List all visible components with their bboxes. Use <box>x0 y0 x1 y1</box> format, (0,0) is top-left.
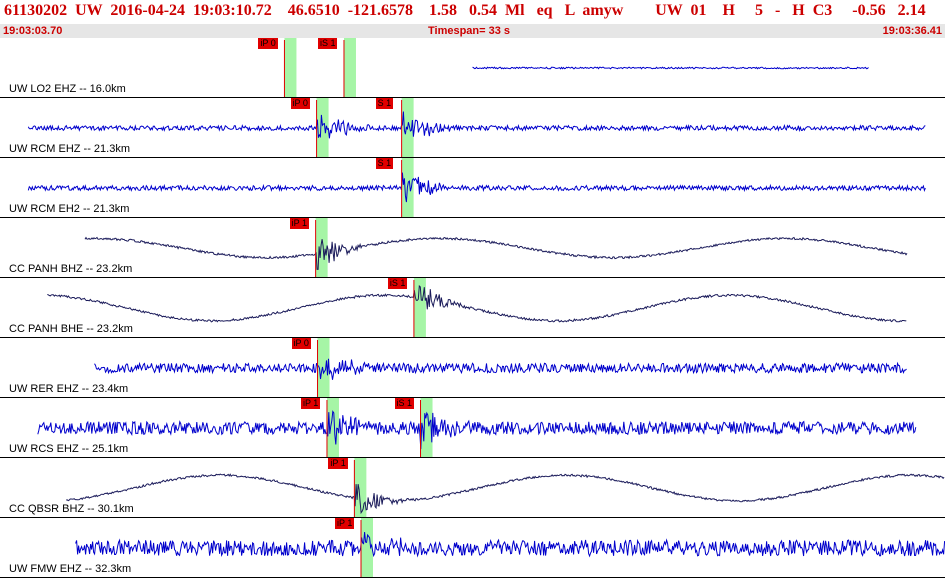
trace-panel[interactable]: iP 1 CC PANH BHZ -- 23.2km <box>0 218 945 278</box>
channel-label: CC PANH BHE -- 23.2km <box>9 323 133 335</box>
pick-label[interactable]: iP 0 <box>290 98 310 109</box>
trace-canvas <box>37 398 917 457</box>
pick-window <box>360 518 373 577</box>
trace-canvas <box>84 218 908 277</box>
seismogram-trace <box>37 410 917 450</box>
pick-window <box>316 98 329 157</box>
trace-canvas <box>75 518 945 577</box>
pick-window <box>413 278 426 337</box>
channel-label: UW RCS EHZ -- 25.1km <box>9 443 129 455</box>
pick-label[interactable]: iP 1 <box>328 458 348 469</box>
trace-panel[interactable]: iP 0 UW RER EHZ -- 23.4km <box>0 338 945 398</box>
pick-label[interactable]: iP 0 <box>291 338 311 349</box>
pick-window <box>317 338 330 397</box>
trace-canvas <box>66 458 945 517</box>
pick-label[interactable]: iS 1 <box>317 38 338 49</box>
pick-window <box>284 38 297 97</box>
seismogram-trace <box>472 66 869 70</box>
pick-label[interactable]: iP 1 <box>300 398 321 409</box>
pick-window <box>420 398 433 457</box>
trace-panel[interactable]: iS 1 CC PANH BHE -- 23.2km <box>0 278 945 338</box>
pick-label[interactable]: S 1 <box>375 158 394 169</box>
pick-label[interactable]: iP 0 <box>258 38 278 49</box>
waveform-panels[interactable]: iP 0 iS 1 UW LO2 EHZ -- 16.0km iP 0 S 1 UW RC… <box>0 38 945 580</box>
trace-panel[interactable]: iP 1 UW FMW EHZ -- 32.3km <box>0 518 945 578</box>
pick-window <box>343 38 356 97</box>
trace-canvas <box>47 278 907 337</box>
time-bar: 19:03:03.70 Timespan= 33 s 19:03:36.41 <box>0 24 945 38</box>
pick-label[interactable]: S 1 <box>375 98 394 109</box>
seismogram-trace <box>75 531 945 558</box>
trace-canvas <box>94 338 907 397</box>
pick-label[interactable]: iP 1 <box>334 518 355 529</box>
channel-label: UW RER EHZ -- 23.4km <box>9 383 129 395</box>
channel-label: UW LO2 EHZ -- 16.0km <box>9 83 126 95</box>
trace-panel[interactable]: S 1 UW RCM EH2 -- 21.3km <box>0 158 945 218</box>
channel-label: UW RCM EHZ -- 21.3km <box>9 143 130 155</box>
trace-panel[interactable]: iP 1 CC QBSR BHZ -- 30.1km <box>0 458 945 518</box>
header: 61130202 UW 2016-04-24 19:03:10.72 46.65… <box>0 0 945 38</box>
timespan-label: Timespan= 33 s <box>428 25 511 37</box>
channel-label: CC QBSR BHZ -- 30.1km <box>9 503 134 515</box>
seismogram-trace <box>94 358 907 380</box>
event-title: 61130202 UW 2016-04-24 19:03:10.72 46.65… <box>4 2 926 19</box>
pick-label[interactable]: iP 1 <box>289 218 309 229</box>
seismogram-trace <box>66 473 945 515</box>
trace-panel[interactable]: iP 1 iS 1 UW RCS EHZ -- 25.1km <box>0 398 945 458</box>
channel-label: UW FMW EHZ -- 32.3km <box>9 563 132 575</box>
trace-panel[interactable]: iP 0 S 1 UW RCM EHZ -- 21.3km <box>0 98 945 158</box>
start-time: 19:03:03.70 <box>3 25 63 37</box>
seismogram-trace <box>27 111 926 139</box>
pick-label[interactable]: iS 1 <box>387 278 408 289</box>
trace-canvas <box>283 38 869 97</box>
pick-window <box>354 458 367 517</box>
seismogram-trace <box>84 236 908 270</box>
channel-label: UW RCM EH2 -- 21.3km <box>9 203 130 215</box>
trace-panel[interactable]: iP 0 iS 1 UW LO2 EHZ -- 16.0km <box>0 38 945 98</box>
trace-canvas <box>27 158 926 217</box>
end-time: 19:03:36.41 <box>882 25 942 37</box>
trace-canvas <box>27 98 926 157</box>
seismogram-trace <box>47 284 907 323</box>
pick-label[interactable]: iS 1 <box>394 398 415 409</box>
channel-label: CC PANH BHZ -- 23.2km <box>9 263 133 275</box>
seismogram-trace <box>27 172 926 203</box>
